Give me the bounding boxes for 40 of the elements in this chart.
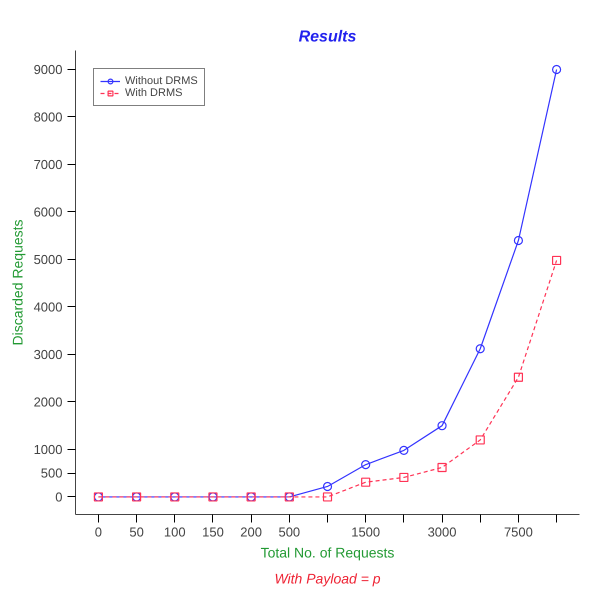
point bbox=[322, 482, 332, 492]
x-tick-label: 1500 bbox=[351, 524, 380, 540]
y-tick-label: 4000 bbox=[34, 299, 62, 314]
point bbox=[476, 344, 485, 354]
x-tick-label: 7500 bbox=[504, 524, 533, 540]
point bbox=[361, 460, 370, 470]
legend-label: Without DRMS bbox=[125, 75, 198, 87]
y-tick-label: 8000 bbox=[34, 109, 62, 124]
x-tick-label: 200 bbox=[240, 524, 262, 540]
point bbox=[399, 472, 408, 482]
point bbox=[399, 446, 408, 455]
x-tick-label: 3000 bbox=[428, 524, 457, 540]
point bbox=[514, 372, 524, 382]
point bbox=[552, 256, 562, 266]
x-axis-title: Total No. of Requests bbox=[260, 544, 394, 560]
y-tick-label: 0 bbox=[55, 489, 63, 504]
y-tick-label: 5000 bbox=[34, 252, 62, 267]
y-tick-label: 3000 bbox=[34, 346, 62, 362]
y-tick-label: 500 bbox=[40, 466, 63, 481]
chart-title: Results bbox=[298, 28, 356, 46]
y-tick-label: 2000 bbox=[34, 394, 62, 410]
point bbox=[437, 462, 447, 472]
point bbox=[322, 492, 332, 502]
y-tick-label: 1000 bbox=[34, 442, 62, 457]
x-tick-label: 100 bbox=[164, 524, 186, 540]
y-tick-label: 9000 bbox=[34, 62, 62, 77]
x-tick-label: 0 bbox=[94, 524, 102, 540]
point bbox=[476, 435, 485, 445]
point bbox=[552, 64, 562, 74]
point bbox=[361, 478, 370, 487]
text: With Payload = p bbox=[274, 570, 381, 586]
y-axis-title: Discarded Requests bbox=[10, 219, 26, 346]
point bbox=[437, 421, 447, 430]
x-tick-label: 50 bbox=[129, 524, 144, 540]
x-tick-label: 150 bbox=[202, 524, 224, 540]
point bbox=[514, 236, 524, 246]
y-tick-label: 7000 bbox=[34, 156, 62, 172]
x-tick-label: 500 bbox=[278, 524, 300, 540]
y-tick-label: 6000 bbox=[34, 204, 62, 220]
legend-label: With DRMS bbox=[125, 87, 182, 99]
